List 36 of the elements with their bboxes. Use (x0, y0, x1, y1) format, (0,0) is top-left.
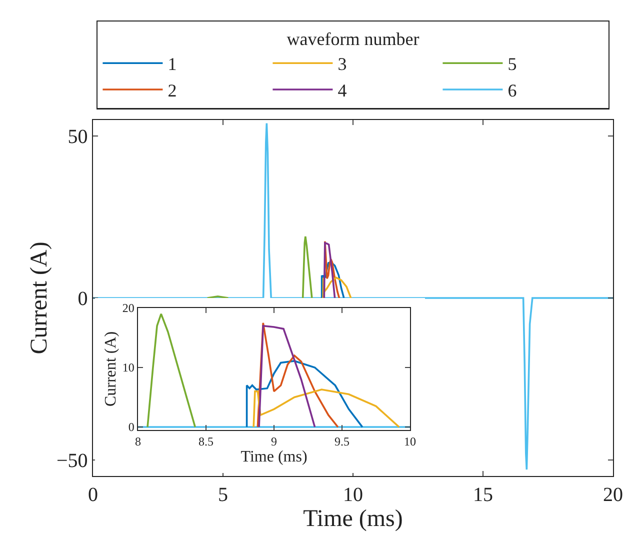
y-axis-title: Current (A) (102, 331, 120, 407)
legend-label: 5 (508, 54, 517, 74)
line-series (324, 240, 340, 299)
x-tick-label: 8.5 (198, 434, 214, 449)
x-tick-label: 8 (135, 434, 141, 449)
y-tick-label: 0 (78, 288, 88, 310)
x-axis-title: Time (ms) (240, 448, 308, 466)
y-tick-label: −50 (56, 450, 88, 472)
x-tick-label: 9.5 (334, 434, 350, 449)
x-tick-label: 9 (271, 434, 277, 449)
line-series (320, 261, 345, 299)
y-tick-label: 0 (128, 420, 134, 434)
line-series (323, 242, 336, 299)
line-series (322, 276, 352, 299)
line-series (146, 313, 196, 428)
y-tick-label: 10 (122, 360, 134, 375)
x-tick-label: 10 (404, 434, 416, 449)
line-series (256, 322, 339, 428)
line-series (93, 122, 613, 470)
x-tick-label: 20 (603, 484, 623, 506)
x-tick-label: 5 (218, 484, 228, 506)
line-series (258, 324, 316, 428)
line-series (252, 388, 400, 428)
legend-label: 2 (168, 80, 177, 101)
x-axis-title: Time (ms) (303, 506, 403, 532)
legend-label: 3 (338, 54, 347, 74)
x-tick-label: 10 (343, 484, 363, 506)
line-series (246, 360, 364, 428)
x-tick-label: 15 (473, 484, 493, 506)
y-tick-label: 20 (122, 301, 134, 316)
legend-title: waveform number (286, 28, 420, 49)
y-tick-label: 50 (68, 126, 88, 148)
legend-label: 4 (338, 80, 347, 101)
y-axis-title: Current (A) (26, 242, 53, 354)
legend-label: 1 (168, 54, 177, 74)
legend-label: 6 (508, 80, 517, 101)
